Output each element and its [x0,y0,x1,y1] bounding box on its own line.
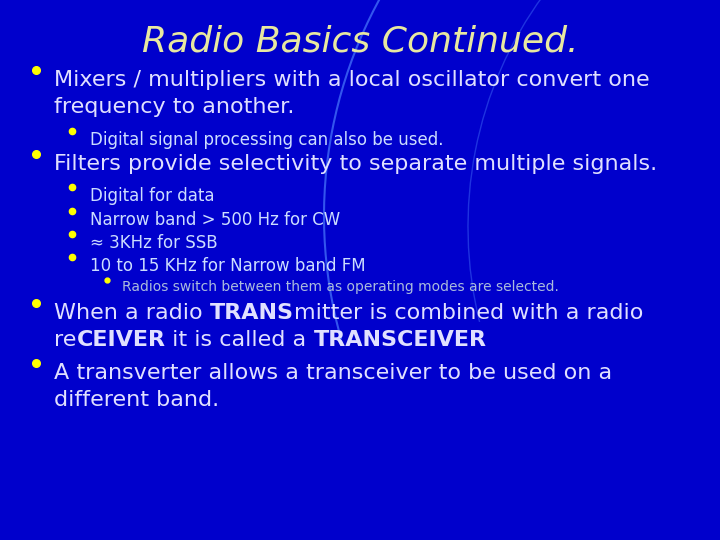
Text: TRANSCEIVER: TRANSCEIVER [314,330,487,350]
Text: Narrow band > 500 Hz for CW: Narrow band > 500 Hz for CW [90,211,341,228]
Text: Radios switch between them as operating modes are selected.: Radios switch between them as operating … [122,280,559,294]
Text: A transverter allows a transceiver to be used on a: A transverter allows a transceiver to be… [54,363,612,383]
Text: frequency to another.: frequency to another. [54,97,294,117]
Text: TRANS: TRANS [210,303,294,323]
Text: different band.: different band. [54,390,219,410]
Text: it is called a: it is called a [166,330,314,350]
Text: 10 to 15 KHz for Narrow band FM: 10 to 15 KHz for Narrow band FM [90,257,366,275]
Text: Digital signal processing can also be used.: Digital signal processing can also be us… [90,131,444,149]
Text: mitter is combined with a radio: mitter is combined with a radio [294,303,643,323]
Text: ≈ 3KHz for SSB: ≈ 3KHz for SSB [90,234,217,252]
Text: CEIVER: CEIVER [76,330,166,350]
Text: Filters provide selectivity to separate multiple signals.: Filters provide selectivity to separate … [54,154,657,174]
Text: Radio Basics Continued.: Radio Basics Continued. [142,24,578,58]
Text: Digital for data: Digital for data [90,187,215,205]
Text: re: re [54,330,76,350]
Text: Mixers / multipliers with a local oscillator convert one: Mixers / multipliers with a local oscill… [54,70,649,90]
Text: When a radio: When a radio [54,303,210,323]
